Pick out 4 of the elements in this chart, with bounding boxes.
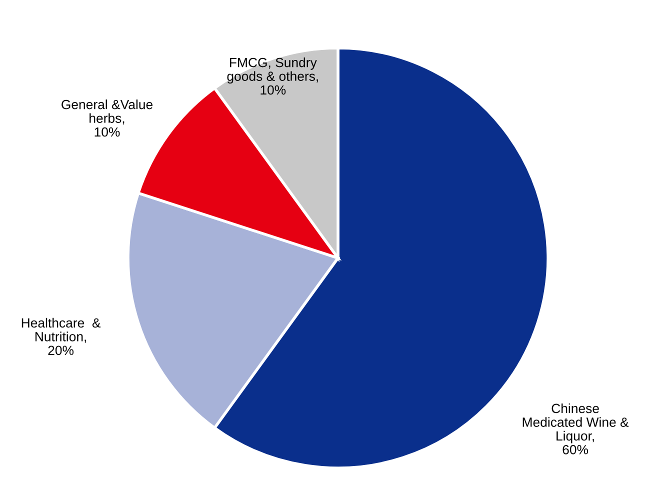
slice-label: Chinese Medicated Wine & Liquor, 60% xyxy=(522,403,629,454)
slice-label: FMCG, Sundry goods & others, 10% xyxy=(227,58,318,95)
slice-label: Healthcare & Nutrition, 20% xyxy=(22,318,101,356)
slice-label: General &Value herbs, 10% xyxy=(62,100,153,137)
